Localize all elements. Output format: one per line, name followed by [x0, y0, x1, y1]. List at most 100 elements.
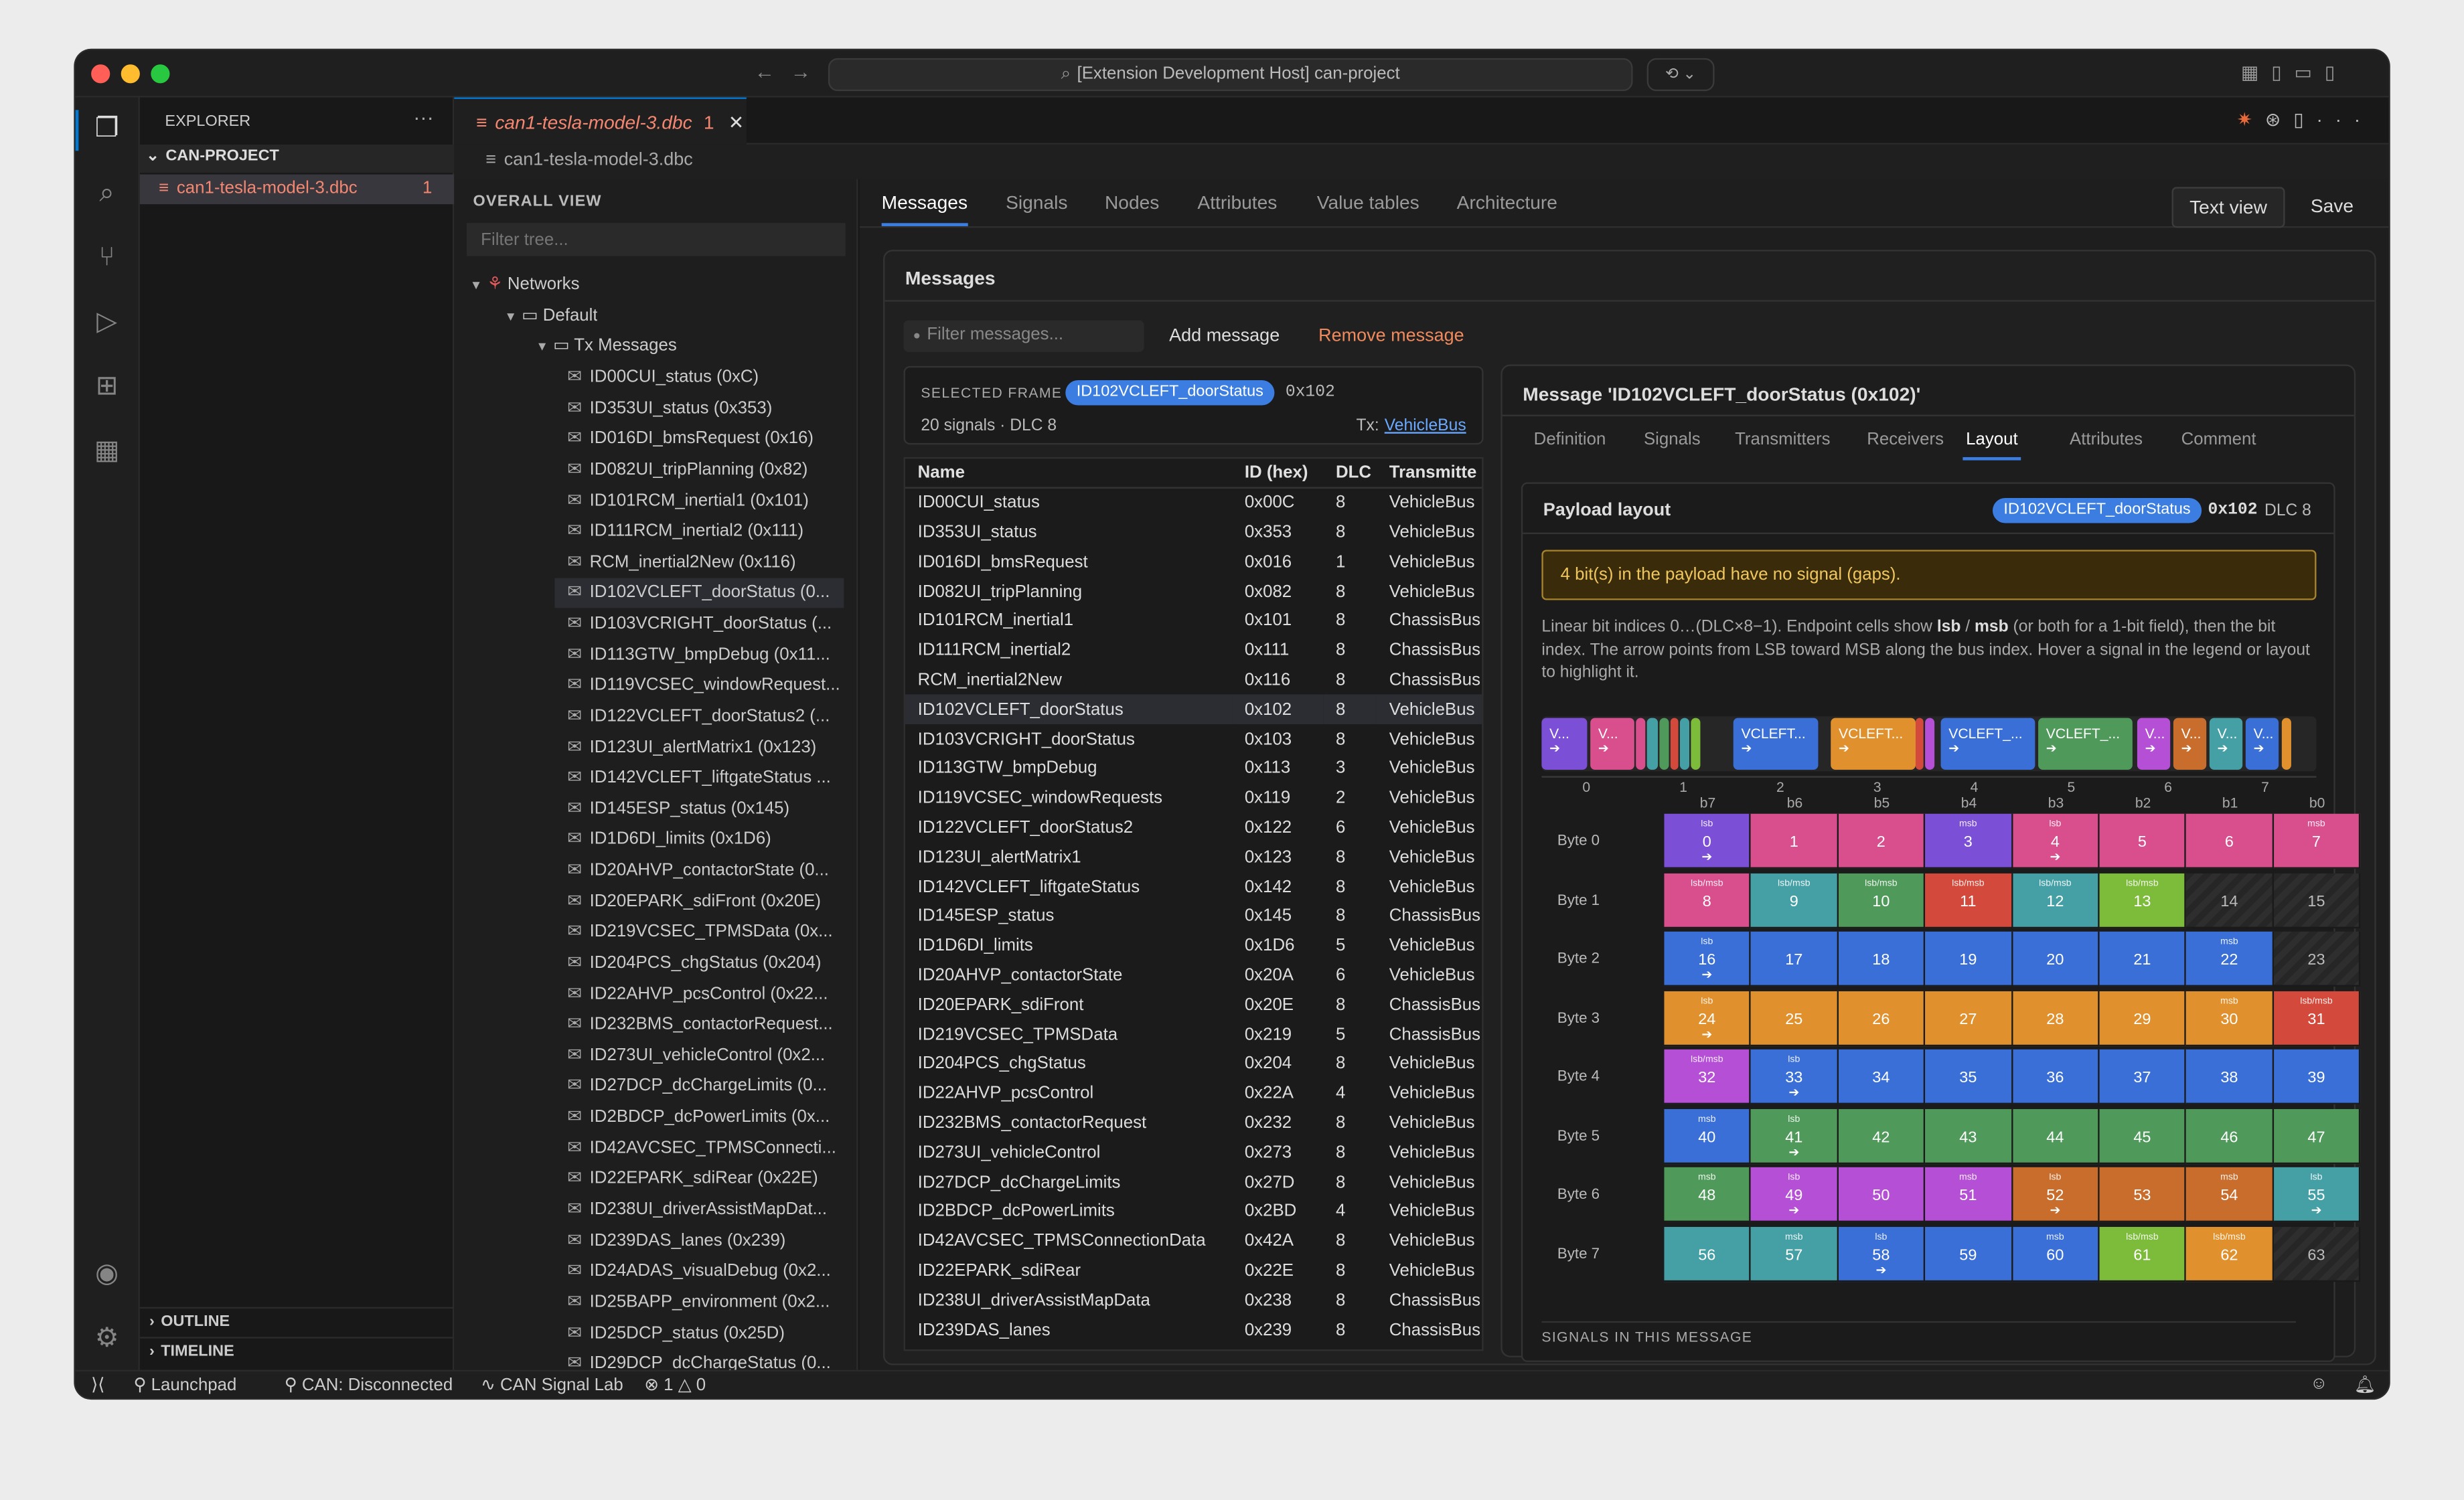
table-row[interactable]: ID145ESP_status 0x145 8 ChassisBus — [905, 902, 1482, 931]
close-window-button[interactable] — [91, 64, 110, 84]
bit-cell[interactable]: 25 — [1751, 990, 1839, 1046]
bit-cell[interactable]: 18 — [1838, 931, 1926, 987]
tree-message-item[interactable]: ✉ ID20AHVP_contactorState (0... — [554, 856, 844, 886]
bit-cell[interactable]: msb 48 — [1664, 1167, 1752, 1222]
column-header[interactable]: DLC — [1335, 463, 1372, 483]
signal-segment[interactable] — [1925, 718, 1935, 770]
table-row[interactable]: ID219VCSEC_TPMSData 0x219 5 ChassisBus — [905, 1020, 1482, 1050]
signal-segment[interactable] — [1646, 718, 1659, 770]
bit-cell[interactable]: 42 — [1838, 1108, 1926, 1163]
command-center[interactable]: ⌕ [Extension Development Host] can-projec… — [828, 58, 1633, 92]
table-row[interactable]: ID238UI_driverAssistMapData 0x238 8 Chassis… — [905, 1286, 1482, 1315]
signal-segment[interactable] — [2281, 718, 2291, 770]
bit-cell[interactable]: 53 — [2099, 1167, 2187, 1222]
tab-nodes[interactable]: Nodes — [1104, 191, 1160, 214]
bit-cell[interactable]: 21 — [2099, 931, 2187, 987]
signal-segment[interactable]: V... ➔ — [2137, 718, 2171, 770]
table-row[interactable]: ID273UI_vehicleControl 0x273 8 VehicleBus — [905, 1138, 1482, 1167]
tree-message-item[interactable]: ✉ ID113GTW_bmpDebug (0x11... — [554, 641, 844, 671]
bit-cell[interactable]: lsb/msb 31 — [2273, 990, 2361, 1046]
tree-message-item[interactable]: ✉ ID25DCP_status (0x25D) — [554, 1319, 844, 1349]
column-header[interactable]: ID (hex) — [1244, 463, 1308, 483]
bit-cell[interactable]: 20 — [2012, 931, 2100, 987]
bit-cell[interactable]: 19 — [1925, 931, 2013, 987]
bit-cell[interactable]: 56 — [1664, 1226, 1752, 1281]
filter-tree-input[interactable] — [467, 223, 846, 256]
bit-cell[interactable]: 45 — [2099, 1108, 2187, 1163]
detail-tab-receivers[interactable]: Receivers — [1867, 430, 1944, 450]
bit-cell[interactable]: lsb 0 ➔ — [1664, 813, 1752, 869]
signal-segment[interactable] — [1659, 718, 1669, 770]
launchpad-item[interactable]: ⚲ Launchpad — [133, 1375, 236, 1395]
table-row[interactable]: ID239DAS_lanes 0x239 8 ChassisBus — [905, 1315, 1482, 1345]
remote-icon[interactable]: ⟩⟨ — [91, 1376, 105, 1396]
folder-header[interactable]: ⌄ CAN-PROJECT — [139, 144, 455, 173]
table-row[interactable]: ID22AHVP_pcsControl 0x22A 4 VehicleBus — [905, 1079, 1482, 1108]
table-row[interactable]: ID00CUI_status 0x00C 8 VehicleBus — [905, 488, 1482, 517]
tree-message-item[interactable]: ✉ ID24ADAS_visualDebug (0x2... — [554, 1257, 844, 1287]
signal-segment[interactable]: V... ➔ — [2209, 718, 2243, 770]
bit-cell[interactable]: lsb 16 ➔ — [1664, 931, 1752, 987]
gear-icon[interactable]: ⚙ — [94, 1323, 119, 1353]
save-button[interactable]: Save — [2310, 195, 2354, 217]
bit-cell[interactable]: lsb/msb 62 — [2186, 1226, 2274, 1281]
bit-cell[interactable]: lsb 58 ➔ — [1838, 1226, 1926, 1281]
bit-cell[interactable]: msb 22 — [2186, 931, 2274, 987]
table-row[interactable]: ID2BDCP_dcPowerLimits 0x2BD 4 VehicleBus — [905, 1197, 1482, 1226]
signal-segment[interactable]: VCLEFT... ➔ — [1831, 718, 1916, 770]
search-icon[interactable]: ⌕ — [99, 177, 114, 207]
tree-message-item[interactable]: ✉ ID219VCSEC_TPMSData (0x... — [554, 918, 844, 948]
signal-segment[interactable] — [1670, 718, 1679, 770]
remove-message-button[interactable]: Remove message — [1318, 327, 1464, 346]
bit-cell[interactable]: lsb/msb 61 — [2099, 1226, 2187, 1281]
tree-message-item[interactable]: ✉ ID29DCP_dcChargeStatus (0... — [554, 1349, 844, 1369]
file-item[interactable]: ≡ can1-tesla-model-3.dbc 1 — [139, 174, 455, 205]
bit-cell[interactable]: lsb 4 ➔ — [2012, 813, 2100, 869]
column-header[interactable]: Transmitte — [1389, 463, 1477, 483]
bit-cell[interactable]: msb 54 — [2186, 1167, 2274, 1222]
signal-segment[interactable]: VCLEFT_... ➔ — [1940, 718, 2035, 770]
signal-segment[interactable]: V... ➔ — [2245, 718, 2279, 770]
bit-cell[interactable]: lsb/msb 10 — [1838, 872, 1926, 928]
bit-cell[interactable]: lsb 33 ➔ — [1751, 1049, 1839, 1104]
bit-cell[interactable]: lsb 55 ➔ — [2273, 1167, 2361, 1222]
signal-segment[interactable]: VCLEFT... ➔ — [1733, 718, 1819, 770]
bit-cell[interactable]: lsb 49 ➔ — [1751, 1167, 1839, 1222]
tab-attributes[interactable]: Attributes — [1197, 191, 1278, 214]
tree-message-item[interactable]: ✉ ID082UI_tripPlanning (0x82) — [554, 455, 844, 485]
filter-messages-box[interactable]: ● Filter messages... — [903, 320, 1144, 352]
gap-bit-cell[interactable]: 14 — [2186, 872, 2274, 928]
forward-arrow-icon[interactable]: → — [790, 60, 812, 84]
remote-explorer-icon[interactable]: ▦ — [94, 435, 120, 465]
bit-cell[interactable]: 27 — [1925, 990, 2013, 1046]
tab-messages[interactable]: Messages — [881, 191, 968, 226]
signal-segment[interactable]: V... ➔ — [1590, 718, 1634, 770]
copilot-status-icon[interactable]: ☺ — [2310, 1374, 2328, 1394]
bit-cell[interactable]: 43 — [1925, 1108, 2013, 1163]
table-row[interactable]: ID101RCM_inertial1 0x101 8 ChassisBus — [905, 606, 1482, 636]
bit-cell[interactable]: lsb/msb 12 — [2012, 872, 2100, 928]
tree-networks[interactable]: ▼ ⚘ Networks — [470, 270, 580, 301]
table-row[interactable]: ID142VCLEFT_liftgateStatus 0x142 8 VehicleB… — [905, 872, 1482, 902]
table-row[interactable]: ID20AHVP_contactorState 0x20A 6 VehicleBus — [905, 961, 1482, 990]
signal-segment[interactable]: V... ➔ — [2173, 718, 2207, 770]
tab-signals[interactable]: Signals — [1006, 191, 1068, 214]
add-message-button[interactable]: Add message — [1169, 327, 1280, 346]
table-row[interactable]: ID204PCS_chgStatus 0x204 8 VehicleBus — [905, 1050, 1482, 1079]
column-header[interactable]: Name — [917, 463, 965, 483]
gap-bit-cell[interactable]: 63 — [2273, 1226, 2361, 1281]
signal-segment[interactable] — [1636, 718, 1646, 770]
extensions-icon[interactable]: ⊞ — [95, 370, 119, 401]
tree-message-item[interactable]: ✉ ID1D6DI_limits (0x1D6) — [554, 825, 844, 855]
bit-cell[interactable]: lsb/msb 8 — [1664, 872, 1752, 928]
tree-message-item[interactable]: ✉ ID2BDCP_dcPowerLimits (0x... — [554, 1103, 844, 1133]
detail-tab-layout[interactable]: Layout — [1962, 430, 2021, 461]
bit-cell[interactable]: 37 — [2099, 1049, 2187, 1104]
bit-cell[interactable]: 59 — [1925, 1226, 2013, 1281]
bit-cell[interactable]: 1 — [1751, 813, 1839, 869]
bit-cell[interactable]: 44 — [2012, 1108, 2100, 1163]
bit-cell[interactable]: 35 — [1925, 1049, 2013, 1104]
table-row[interactable]: ID232BMS_contactorRequest 0x232 8 VehicleBu… — [905, 1108, 1482, 1138]
table-row[interactable]: ID22EPARK_sdiRear 0x22E 8 VehicleBus — [905, 1256, 1482, 1285]
table-row[interactable]: ID27DCP_dcChargeLimits 0x27D 8 VehicleBus — [905, 1167, 1482, 1197]
